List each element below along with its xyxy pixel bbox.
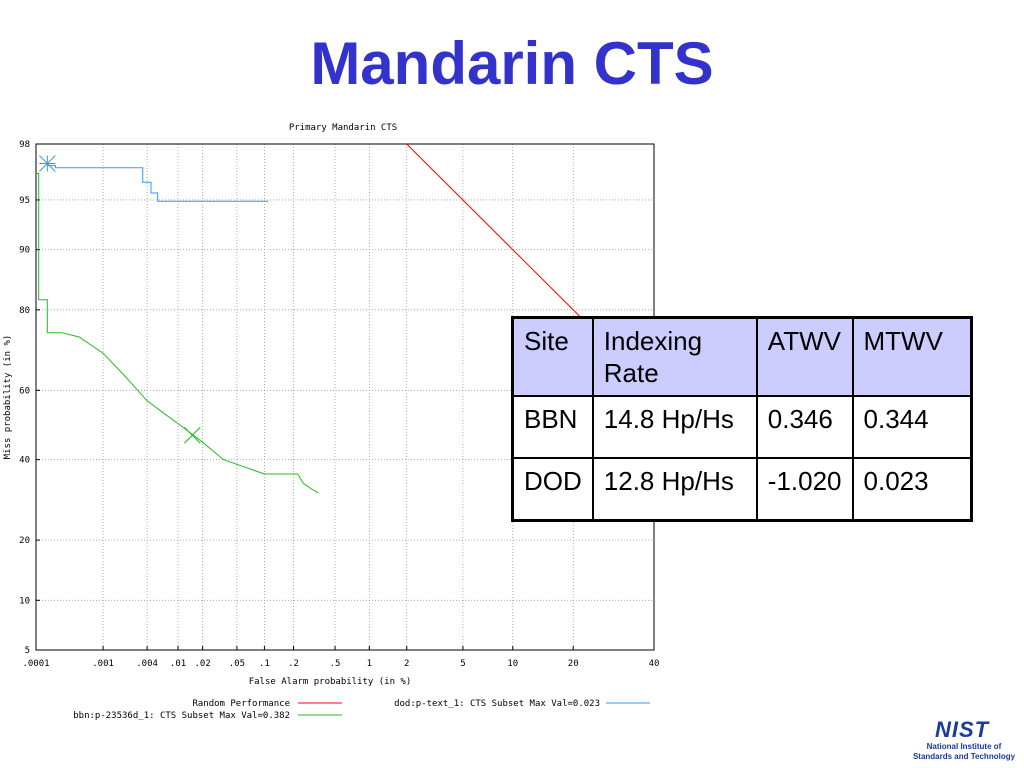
nist-logo-line2: Standards and Technology [912, 752, 1016, 761]
chart-title: Primary Mandarin CTS [289, 123, 397, 133]
x-tick-label: .001 [92, 659, 114, 669]
table-row: BBN 14.8 Hp/Hs 0.346 0.344 [511, 395, 973, 459]
marker-stroke [183, 426, 201, 444]
table-cell: 0.346 [755, 395, 854, 459]
table-row: DOD 12.8 Hp/Hs -1.020 0.023 [511, 457, 973, 521]
table-cell: 0.023 [851, 457, 973, 521]
table-header-cell: Indexing Rate [591, 316, 758, 397]
x-tick-label: .004 [136, 659, 158, 669]
table-cell: 0.344 [851, 395, 973, 459]
y-tick-label: 90 [19, 246, 30, 256]
y-tick-label: 60 [19, 386, 30, 396]
series-marker-2 [183, 426, 201, 444]
x-tick-label: 2 [404, 659, 409, 669]
table-cell: BBN [511, 395, 594, 459]
x-tick-label: .01 [170, 659, 186, 669]
table-cell: DOD [511, 457, 594, 521]
nist-logo-mark: NIST [935, 717, 990, 742]
x-tick-label: .2 [288, 659, 299, 669]
y-axis-label: Miss probability (in %) [3, 335, 13, 460]
series-marker-1 [38, 155, 56, 172]
nist-logo-line1: National Institute of [926, 742, 1002, 751]
table-cell: 12.8 Hp/Hs [591, 457, 758, 521]
series-line-1 [47, 165, 269, 202]
y-tick-label: 40 [19, 456, 30, 466]
table-header-cell: MTWV [851, 316, 973, 397]
x-tick-label: .02 [194, 659, 210, 669]
series-line-2 [36, 173, 319, 494]
results-table: Site Indexing Rate ATWV MTWV BBN 14.8 Hp… [511, 316, 973, 522]
table-cell: -1.020 [755, 457, 854, 521]
y-tick-label: 10 [19, 596, 30, 606]
y-tick-label: 5 [25, 646, 30, 656]
x-tick-label: 40 [649, 659, 660, 669]
x-tick-label: 20 [568, 659, 579, 669]
x-tick-label: 1 [367, 659, 372, 669]
y-tick-label: 20 [19, 536, 30, 546]
legend-label-2: bbn:p-23536d_1: CTS Subset Max Val=0.382 [73, 711, 290, 721]
y-tick-label: 95 [19, 196, 30, 206]
legend-label-0: Random Performance [192, 699, 290, 709]
x-tick-label: .05 [229, 659, 245, 669]
x-tick-label: .5 [330, 659, 341, 669]
nist-logo: NIST National Institute of Standards and… [905, 718, 1023, 764]
x-tick-label: 10 [507, 659, 518, 669]
table-header-cell: ATWV [755, 316, 854, 397]
x-axis-label: False Alarm probability (in %) [249, 677, 412, 687]
y-tick-label: 80 [19, 306, 30, 316]
x-tick-label: 5 [460, 659, 465, 669]
chart-grid [36, 144, 654, 650]
chart-ticks: .0001 .001 .004 .01 .02 .05 .1 .2 .5 1 2 5 10 20 40 5 10… [19, 140, 659, 669]
x-tick-label: .0001 [22, 659, 49, 669]
table-cell: 14.8 Hp/Hs [591, 395, 758, 459]
det-chart: Primary Mandarin CTS .0001 .001 .004 .01 .02… [3, 123, 659, 721]
legend-label-1: dod:p-text_1: CTS Subset Max Val=0.023 [394, 699, 600, 709]
slide-title: Mandarin CTS [310, 30, 714, 97]
table-header-row: Site Indexing Rate ATWV MTWV [511, 316, 973, 397]
chart-legend: Random Performance dod:p-text_1: CTS Subs… [73, 699, 650, 721]
y-tick-label: 98 [19, 140, 30, 150]
x-tick-label: .1 [259, 659, 270, 669]
table-header-cell: Site [511, 316, 594, 397]
nist-logo-text: National Institute of Standards and Tech… [905, 742, 1023, 762]
